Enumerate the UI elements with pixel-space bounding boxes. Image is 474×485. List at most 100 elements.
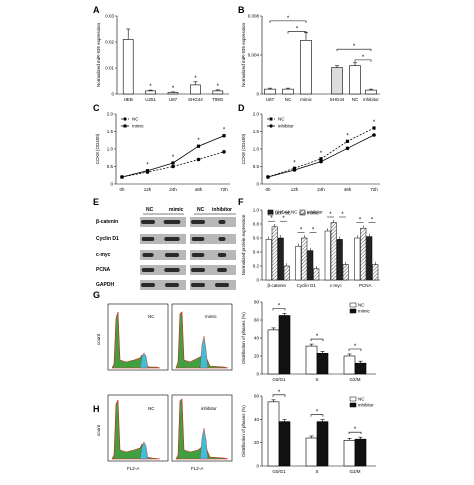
significance-star: * [353, 44, 356, 50]
blot-strip [140, 280, 186, 290]
y-axis-label: Normalized miR-935 expression [241, 22, 246, 87]
legend-marker [269, 117, 273, 121]
significance-star: * [146, 163, 149, 169]
significance-star: * [316, 334, 319, 340]
x-tick-label: U87 [266, 97, 275, 102]
x-tick-label: 48h [344, 187, 352, 192]
flow-h-xlabel-2: FL2-A [191, 466, 203, 471]
significance-star: * [149, 84, 152, 90]
blot-strip [190, 280, 236, 290]
significance-star: * [217, 84, 220, 90]
bar [122, 39, 134, 95]
y-tick-label: 80 [254, 300, 260, 305]
wb-header-mimic: mimic [169, 207, 184, 213]
bar [265, 239, 272, 281]
legend-swatch [267, 209, 274, 215]
legend-swatch [349, 308, 357, 314]
bar [324, 230, 331, 281]
x-tick-label: 48h [195, 187, 203, 192]
y-tick-label: 0 [256, 278, 259, 283]
significance-star: * [359, 218, 362, 224]
blot-band [163, 220, 181, 224]
bar [267, 401, 280, 467]
bar [305, 437, 318, 467]
significance-bracket [287, 31, 307, 34]
legend-swatch [349, 396, 357, 402]
x-tick-label: 72h [220, 187, 228, 192]
y-tick-label: 60 [254, 394, 260, 399]
y-axis-label: Distribution of phases (%) [241, 312, 246, 364]
significance-star: * [312, 227, 315, 233]
significance-star: * [373, 120, 376, 126]
significance-star: * [287, 16, 290, 22]
bar [301, 237, 308, 281]
significance-star: * [172, 155, 175, 161]
y-tick-label: 0 [111, 92, 114, 97]
blot-band [218, 237, 226, 241]
wb-row-cyclin-d1: Cyclin D1 [96, 236, 119, 242]
blot-strip [140, 217, 186, 227]
y-tick-label: 0 [256, 464, 259, 469]
y-tick-label: 0.8 [253, 222, 260, 227]
chart-a: 0 0.01 0.02 0.03 Normalized miR-935 expressi… [96, 14, 229, 102]
x-tick-label: SHG44 [330, 97, 345, 102]
x-tick-label: S [315, 377, 318, 382]
data-point [266, 175, 270, 179]
bar [264, 88, 276, 95]
flow-h-inhibitor: inhibitor [171, 394, 233, 462]
significance-star: * [316, 410, 319, 416]
bar [283, 265, 290, 281]
x-tick-label: mimic [300, 97, 312, 102]
x-tick-label: U87 [169, 97, 178, 102]
y-tick-label: 0 [256, 182, 259, 187]
blot-strip [140, 265, 186, 275]
y-tick-label: 2.0 [253, 112, 260, 117]
significance-star: * [278, 304, 281, 310]
y-tick-label: 40 [254, 336, 260, 341]
panel-label-d: D [238, 103, 245, 113]
wb-row-c-myc: c-myc [96, 252, 111, 258]
x-tick-label: NC [352, 97, 359, 102]
y-tick-label: 0.008 [248, 14, 260, 19]
x-tick-label: Cyclin D1 [297, 283, 317, 288]
bar [342, 264, 349, 281]
panel-label-b: B [238, 5, 245, 15]
data-point [319, 159, 323, 164]
chart-h: 0 20 40 60 Distribution of phases (%) * G0/G1 *… [241, 390, 376, 474]
legend-label: NC [358, 303, 365, 308]
flow-g-label-nc: NC [148, 314, 155, 319]
bar [316, 352, 329, 375]
bar [295, 246, 302, 281]
legend-marker [123, 124, 127, 128]
blot-band [165, 253, 179, 257]
data-point [345, 146, 350, 151]
wb-header-nc1: NC [146, 207, 154, 213]
bar [167, 92, 179, 95]
bar [145, 90, 156, 95]
flow-h-nc: NC [107, 394, 169, 462]
flow-h-label-nc: NC [148, 406, 155, 411]
bar [307, 250, 314, 281]
blot-band [141, 220, 155, 224]
y-axis-label: CCK8 (OD450) [241, 133, 246, 164]
significance-star: * [362, 55, 365, 61]
blot-strip [190, 217, 236, 227]
blot-band [217, 253, 227, 257]
blot-band [191, 253, 205, 257]
y-axis-label: Distribution of phases (%) [241, 405, 246, 457]
legend-label: mimic [132, 124, 144, 129]
bar [330, 222, 337, 281]
x-tick-label: 0h [119, 187, 125, 192]
x-tick-label: 0h [265, 187, 271, 192]
flow-h-xlabel-1: FL2-A [127, 466, 139, 471]
y-tick-label: 0 [110, 182, 113, 187]
bar [365, 89, 377, 95]
blot-band [142, 253, 154, 257]
blot-band [141, 268, 155, 272]
y-tick-label: 1.0 [253, 147, 260, 152]
blot-strip [190, 250, 236, 260]
data-point [120, 175, 124, 179]
y-tick-label: 1.5 [107, 129, 114, 134]
panel-label-c: C [93, 103, 100, 113]
